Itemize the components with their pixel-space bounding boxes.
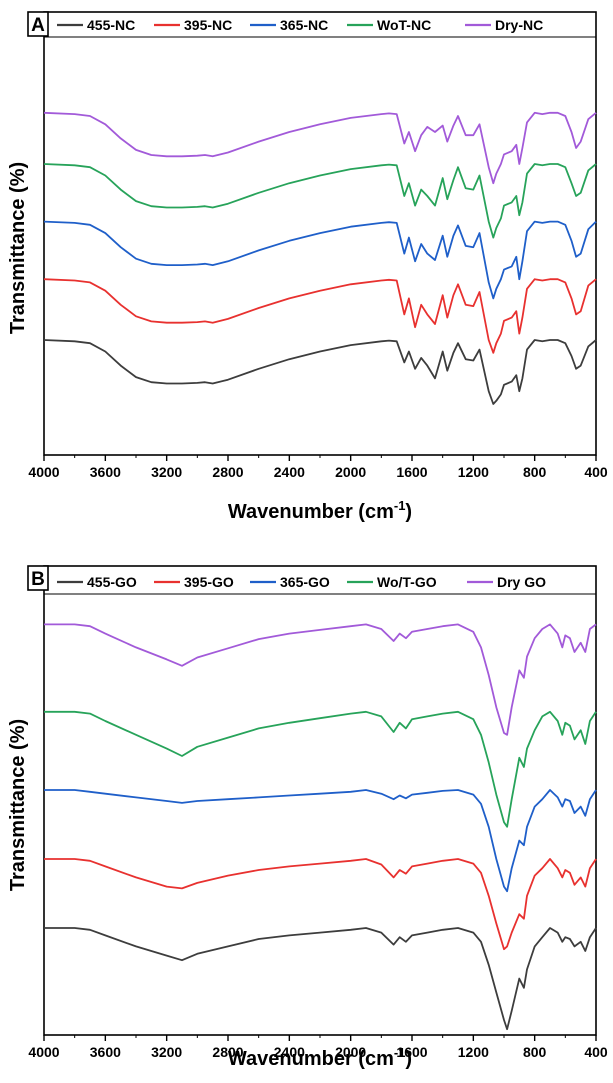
series-line [44, 858, 597, 951]
panel-b-chart: B 455-GO 395-GO 365-GO Wo/T-GO Dry GO 4000 3600… [7, 565, 608, 1070]
series-line [43, 163, 597, 239]
x-tick-label: 3600 [90, 1044, 121, 1060]
legend-label: Dry-NC [495, 17, 543, 33]
legend-label: 455-GO [87, 574, 137, 590]
panel-label: A [31, 15, 45, 36]
x-tick-label: 4000 [28, 464, 59, 480]
x-tick-label: 2000 [335, 464, 366, 480]
legend-label: WoT-NC [377, 17, 431, 33]
series-line [44, 623, 597, 736]
panel-label-box [27, 11, 49, 37]
x-tick-label: 4000 [28, 1044, 59, 1060]
series-line [43, 278, 597, 354]
series-line [43, 339, 597, 405]
x-tick-label: 3200 [151, 1044, 182, 1060]
y-axis-label: Transmittance (%) [7, 162, 29, 334]
legend-label: 365-GO [280, 574, 330, 590]
legend-label: 395-NC [184, 17, 232, 33]
series-line [43, 111, 597, 185]
x-axis-label: Wavenumber (cm-1) [228, 1045, 412, 1070]
panel-label: B [31, 569, 45, 590]
y-axis-label: Transmittance (%) [7, 719, 29, 891]
series-line [44, 927, 597, 1031]
series-line [44, 789, 597, 893]
x-tick-label: 1600 [396, 464, 427, 480]
x-tick-label: 2800 [212, 1044, 243, 1060]
series-line [43, 220, 597, 300]
x-tick-label: 2800 [212, 464, 243, 480]
x-tick-label: 2000 [335, 1044, 366, 1060]
plot-frame [43, 565, 597, 1036]
x-tick-label: 2400 [274, 1044, 305, 1060]
x-tick-label: 800 [523, 1044, 547, 1060]
x-tick-label: 2400 [274, 464, 305, 480]
legend-label: 455-NC [87, 17, 135, 33]
x-tick-label: 1200 [458, 1044, 489, 1060]
x-tick-label: 3600 [90, 464, 121, 480]
legend-label: 395-GO [184, 574, 234, 590]
series-line [44, 710, 597, 828]
panel-label-box [27, 565, 49, 591]
x-tick-label: 1600 [396, 1044, 427, 1060]
legend-label: Wo/T-GO [377, 574, 437, 590]
panel-a-chart: A 455-NC 395-NC 365-NC WoT-NC Dry-NC 4000 3600 3… [7, 11, 608, 523]
x-tick-label: 400 [584, 464, 608, 480]
legend-label: 365-NC [280, 17, 328, 33]
x-tick-label: 3200 [151, 464, 182, 480]
x-tick-label: 1200 [458, 464, 489, 480]
legend-label: Dry GO [497, 574, 546, 590]
x-tick-label: 800 [523, 464, 547, 480]
x-tick-label: 400 [584, 1044, 608, 1060]
x-axis-label: Wavenumber (cm-1) [228, 498, 412, 523]
